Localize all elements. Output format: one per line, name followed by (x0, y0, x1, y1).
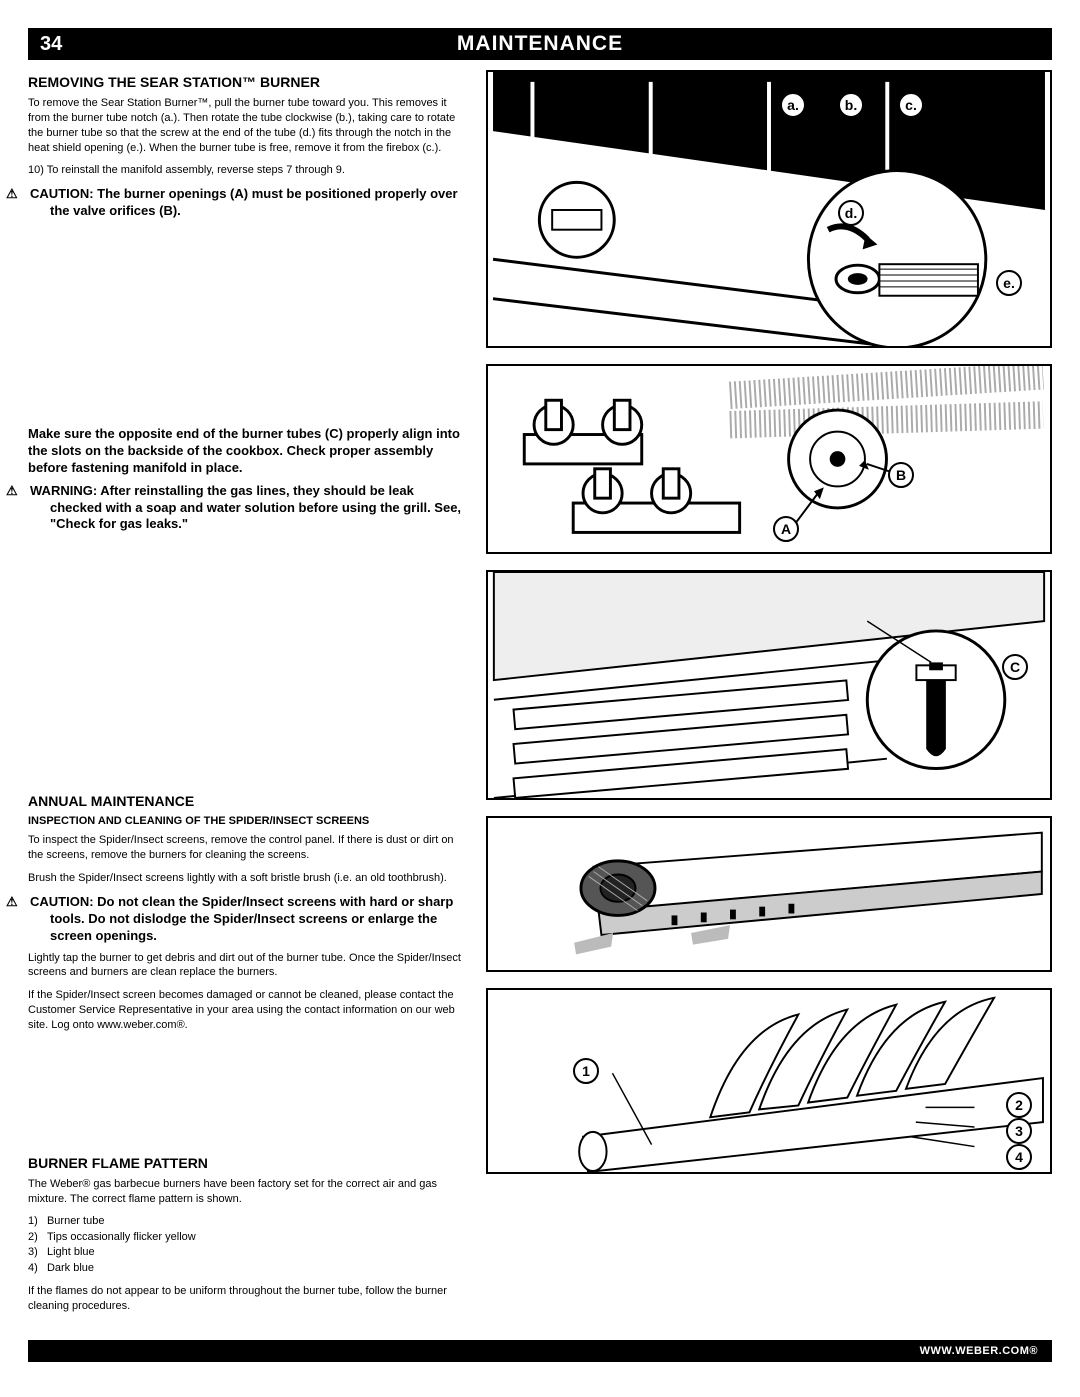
callout-4: 4 (1006, 1144, 1032, 1170)
callout-1: 1 (573, 1058, 599, 1084)
section3-caution: ⚠CAUTION: Do not clean the Spider/Insect… (28, 894, 468, 945)
page-number: 34 (28, 33, 62, 56)
section1-step10: 10) To reinstall the manifold assembly, … (28, 163, 468, 178)
callout-c3: C (1002, 654, 1028, 680)
callout-c: c. (898, 92, 924, 118)
section3-heading: ANNUAL MAINTENANCE (28, 793, 468, 809)
section2-warning-text: WARNING: After reinstalling the gas line… (30, 483, 461, 532)
callout-a2: A (773, 516, 799, 542)
section4-heading: BURNER FLAME PATTERN (28, 1155, 468, 1171)
section1-caution: ⚠CAUTION: The burner openings (A) must b… (28, 186, 468, 220)
section3-caution-text: CAUTION: Do not clean the Spider/Insect … (30, 894, 453, 943)
figure-2: B A (486, 364, 1052, 554)
section1-intro: To remove the Sear Station Burner™, pull… (28, 96, 468, 155)
page: 34 MAINTENANCE REMOVING THE SEAR STATION… (0, 0, 1080, 1362)
section1-heading: REMOVING THE SEAR STATION™ BURNER (28, 74, 468, 90)
figure-5: 1 2 3 4 (486, 988, 1052, 1174)
spacer (28, 226, 468, 426)
section3-para2: Brush the Spider/Insect screens lightly … (28, 871, 468, 886)
list-item: 2) Tips occasionally flicker yellow (28, 1230, 468, 1245)
list-item: 4) Dark blue (28, 1261, 468, 1276)
section3-para3: Lightly tap the burner to get debris and… (28, 951, 468, 981)
section3-para1: To inspect the Spider/Insect screens, re… (28, 833, 468, 863)
callout-b2: B (888, 462, 914, 488)
section3-para4: If the Spider/Insect screen becomes dama… (28, 988, 468, 1033)
callout-a: a. (780, 92, 806, 118)
header-title: MAINTENANCE (457, 32, 623, 56)
footer-bar: WWW.WEBER.COM® (28, 1340, 1052, 1362)
header-bar: 34 MAINTENANCE (28, 28, 1052, 60)
figure-4 (486, 816, 1052, 972)
spacer (28, 539, 468, 789)
figure-3-svg (488, 572, 1050, 798)
section2-warning: ⚠WARNING: After reinstalling the gas lin… (28, 483, 468, 534)
list-item: 1) Burner tube (28, 1214, 468, 1229)
figure-2-svg (488, 366, 1050, 552)
figure-1: a. b. c. d. e. (486, 70, 1052, 348)
callout-2: 2 (1006, 1092, 1032, 1118)
callout-3: 3 (1006, 1118, 1032, 1144)
figure-5-svg (488, 990, 1050, 1172)
figure-4-svg (488, 818, 1050, 970)
content-area: REMOVING THE SEAR STATION™ BURNER To rem… (28, 70, 1052, 1322)
right-column: a. b. c. d. e. (486, 70, 1052, 1322)
footer-text: WWW.WEBER.COM® (920, 1345, 1038, 1357)
section2-para1: Make sure the opposite end of the burner… (28, 426, 468, 477)
left-column: REMOVING THE SEAR STATION™ BURNER To rem… (28, 70, 468, 1322)
figure-3: C (486, 570, 1052, 800)
spacer (28, 1041, 468, 1151)
section3-subheading: INSPECTION AND CLEANING OF THE SPIDER/IN… (28, 815, 468, 827)
section4-para2: If the flames do not appear to be unifor… (28, 1284, 468, 1314)
section4-para1: The Weber® gas barbecue burners have bee… (28, 1177, 468, 1207)
callout-e: e. (996, 270, 1022, 296)
callout-d: d. (838, 200, 864, 226)
callout-b: b. (838, 92, 864, 118)
figure-1-svg (488, 72, 1050, 346)
section1-caution-text: CAUTION: The burner openings (A) must be… (30, 186, 458, 218)
list-item: 3) Light blue (28, 1245, 468, 1260)
